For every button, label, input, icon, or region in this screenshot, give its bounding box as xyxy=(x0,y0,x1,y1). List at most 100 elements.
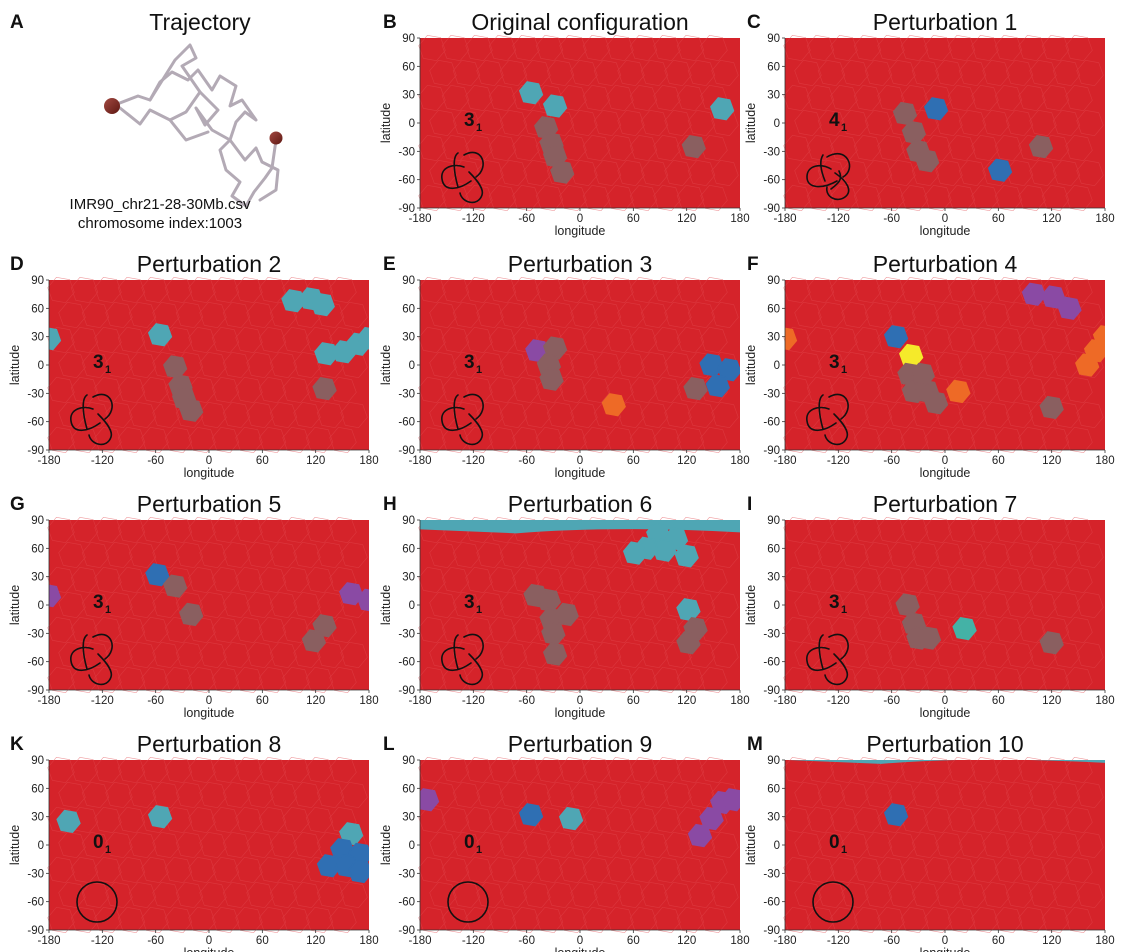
knot-trefoil-icon xyxy=(806,633,849,686)
map-cell xyxy=(305,426,334,454)
map-cell xyxy=(794,781,822,809)
map-cell xyxy=(1018,34,1046,62)
map-cell xyxy=(441,426,470,454)
map-cell xyxy=(817,59,846,87)
map-cell xyxy=(141,666,169,694)
region-cell xyxy=(710,97,735,121)
region-cyan xyxy=(147,323,173,347)
region-cell xyxy=(542,336,568,360)
map-cell xyxy=(617,591,645,619)
region-gray xyxy=(312,376,337,401)
map-cell xyxy=(465,376,493,404)
map-cell xyxy=(877,426,905,454)
map-cell xyxy=(512,426,540,454)
region-cell xyxy=(683,376,708,401)
x-tick-label: 0 xyxy=(577,455,583,467)
map-cell xyxy=(523,831,551,859)
knot-type-label: 3 xyxy=(93,352,104,373)
map-cell xyxy=(606,184,634,212)
map-cell xyxy=(1041,566,1070,594)
map-cell xyxy=(105,351,133,379)
map-cell xyxy=(164,426,193,454)
map-cell xyxy=(593,159,622,187)
y-tick-label: -30 xyxy=(27,388,44,400)
map-cell xyxy=(617,641,645,669)
panel-title: Perturbation 10 xyxy=(866,731,1023,757)
map-cell xyxy=(864,641,893,669)
map-cell xyxy=(629,566,658,594)
map-cell xyxy=(269,641,298,669)
map-cell xyxy=(523,781,551,809)
map-cell xyxy=(1018,426,1046,454)
map-cell xyxy=(282,326,310,354)
map-cell xyxy=(687,401,716,429)
map-cell xyxy=(806,856,835,884)
map-cell xyxy=(888,159,916,187)
x-tick-label: -120 xyxy=(91,935,114,947)
region-cell xyxy=(1057,296,1082,320)
x-axis-label: longitude xyxy=(920,466,971,480)
map-cell xyxy=(1018,184,1046,212)
knot-trefoil-icon xyxy=(441,393,484,446)
map-cell xyxy=(783,516,811,544)
map-background xyxy=(49,760,369,930)
map-cell xyxy=(830,84,858,112)
map-cell xyxy=(222,351,251,379)
map-cell xyxy=(606,906,634,934)
map-cell xyxy=(81,781,110,809)
x-tick-label: -180 xyxy=(773,455,796,467)
map-regions xyxy=(785,282,1105,420)
y-tick-label: 90 xyxy=(767,755,780,767)
map-cell xyxy=(476,401,504,429)
panel-m: M Perturbation 10 90 60 30 0 -30 -60 -90-180 -120… xyxy=(744,731,1115,952)
x-tick-label: 120 xyxy=(306,455,325,467)
map-cell xyxy=(47,906,75,934)
map-cell xyxy=(570,881,598,909)
region-gray xyxy=(536,336,568,391)
map-cell xyxy=(629,426,658,454)
map-cell xyxy=(488,756,517,784)
map-cell xyxy=(141,276,169,304)
map-cell xyxy=(70,426,99,454)
x-tick-label: 60 xyxy=(627,455,640,467)
map-cell xyxy=(152,401,180,429)
region-cell xyxy=(312,376,337,401)
map-cell xyxy=(582,906,611,934)
x-tick-label: 0 xyxy=(206,455,212,467)
map-cell xyxy=(877,34,905,62)
map-regions xyxy=(525,336,740,417)
x-tick-label: 60 xyxy=(992,935,1005,947)
map-cell xyxy=(58,881,86,909)
region-teal xyxy=(952,616,977,641)
map-cell xyxy=(877,516,905,544)
map-cell xyxy=(629,616,658,644)
map-cell xyxy=(817,301,846,329)
y-tick-label: 90 xyxy=(767,33,780,45)
x-tick-label: -60 xyxy=(518,695,535,707)
y-tick-label: -90 xyxy=(763,203,780,215)
map-cell xyxy=(465,856,493,884)
map-cell xyxy=(982,641,1010,669)
map-cell xyxy=(488,666,517,694)
map-cell xyxy=(535,184,564,212)
y-tick-label: 60 xyxy=(31,303,44,315)
map-cell xyxy=(593,831,622,859)
map-cell xyxy=(1065,906,1093,934)
x-tick-label: 0 xyxy=(942,935,948,947)
map-cell xyxy=(794,59,822,87)
knot-type-subscript: 1 xyxy=(105,604,111,616)
map-cell xyxy=(629,276,658,304)
map-cell xyxy=(935,109,963,137)
map-cell xyxy=(830,666,858,694)
y-tick-label: -60 xyxy=(398,657,415,669)
map-cell xyxy=(841,401,869,429)
map-cell xyxy=(711,109,739,137)
map-cell xyxy=(269,781,298,809)
map-cell xyxy=(258,756,287,784)
map-cell xyxy=(864,109,893,137)
region-gray xyxy=(523,583,579,666)
map-cell xyxy=(817,781,846,809)
map-cell xyxy=(441,34,470,62)
map-cell xyxy=(900,666,929,694)
